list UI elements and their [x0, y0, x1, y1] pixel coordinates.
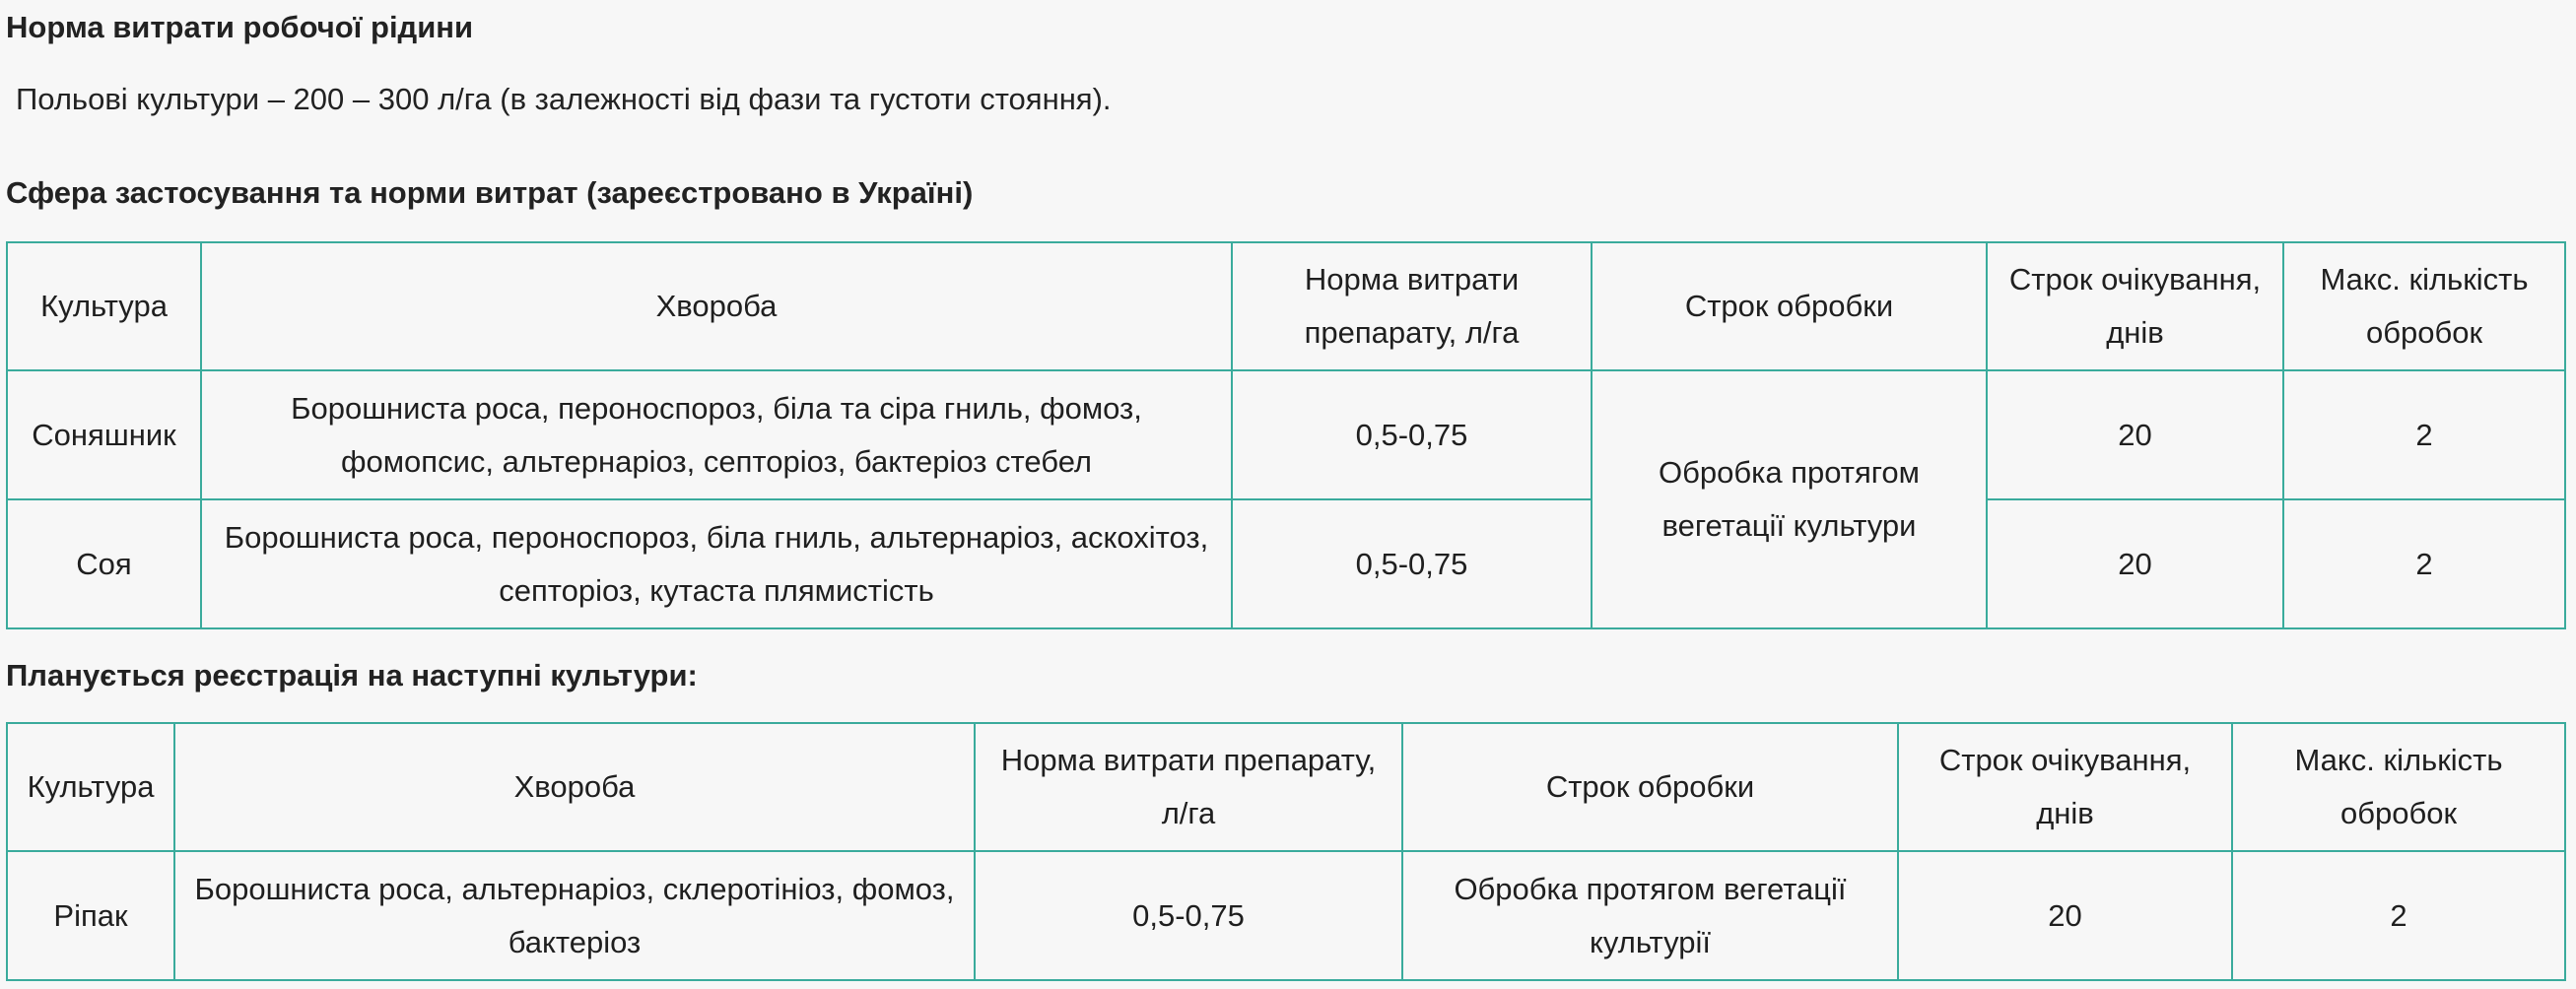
- cell-timing: Обробка протягом вегетації культури: [1591, 369, 1988, 629]
- cell-disease: Борошниста роса, пероноспороз, біла та с…: [200, 369, 1233, 500]
- working-fluid-heading: Норма витрати робочої рідини: [6, 10, 474, 44]
- cell-max: 2: [2282, 498, 2566, 629]
- registered-heading: Сфера застосування та норми витрат (заре…: [6, 175, 974, 210]
- cell-wait: 20: [1986, 369, 2284, 500]
- header-timing: Строк обробки: [1401, 722, 1899, 852]
- cell-disease: Борошниста роса, альтернаріоз, склеротін…: [173, 850, 976, 981]
- table-header-row: Культура Хвороба Норма витрати препарату…: [6, 241, 2566, 371]
- cell-crop: Соняшник: [6, 369, 202, 500]
- header-crop: Культура: [6, 241, 202, 371]
- table-row: Соняшник Борошниста роса, пероноспороз, …: [6, 369, 2566, 629]
- registered-table: Культура Хвороба Норма витрати препарату…: [6, 241, 2566, 629]
- header-max: Макс. кількість обробок: [2282, 241, 2566, 371]
- header-rate: Норма витрати препарату, л/га: [974, 722, 1403, 852]
- cell-max: 2: [2231, 850, 2566, 981]
- header-timing: Строк обробки: [1591, 241, 1988, 371]
- header-disease: Хвороба: [173, 722, 976, 852]
- header-wait: Строк очікування, днів: [1897, 722, 2233, 852]
- header-crop: Культура: [6, 722, 175, 852]
- table-header-row: Культура Хвороба Норма витрати препарату…: [6, 722, 2566, 852]
- cell-crop: Соя: [6, 498, 202, 629]
- cell-wait: 20: [1897, 850, 2233, 981]
- cell-rate: 0,5-0,75: [974, 850, 1403, 981]
- header-max: Макс. кількість обробок: [2231, 722, 2566, 852]
- header-wait: Строк очікування, днів: [1986, 241, 2284, 371]
- header-disease: Хвороба: [200, 241, 1233, 371]
- cell-crop: Ріпак: [6, 850, 175, 981]
- header-rate: Норма витрати препарату, л/га: [1231, 241, 1593, 371]
- cell-timing: Обробка протягом вегетації культурії: [1401, 850, 1899, 981]
- cell-max: 2: [2282, 369, 2566, 500]
- working-fluid-text: Польові культури – 200 – 300 л/га (в зал…: [16, 82, 1112, 116]
- planned-heading: Планується реєстрація на наступні культу…: [6, 658, 698, 692]
- cell-rate: 0,5-0,75: [1231, 369, 1593, 500]
- table-row: Ріпак Борошниста роса, альтернаріоз, скл…: [6, 850, 2566, 981]
- cell-disease: Борошниста роса, пероноспороз, біла гнил…: [200, 498, 1233, 629]
- table-row: Соя Борошниста роса, пероноспороз, біла …: [6, 498, 2566, 629]
- cell-rate: 0,5-0,75: [1231, 498, 1593, 629]
- planned-table: Культура Хвороба Норма витрати препарату…: [6, 722, 2566, 981]
- cell-wait: 20: [1986, 498, 2284, 629]
